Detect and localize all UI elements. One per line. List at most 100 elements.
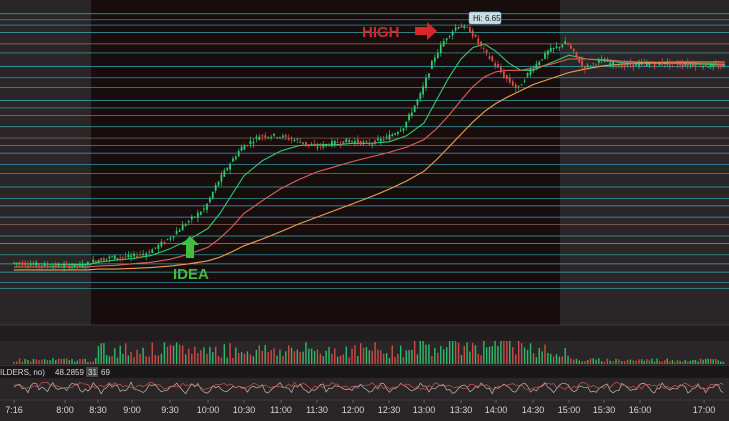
candle-body [567, 43, 569, 45]
candle-body [232, 158, 234, 162]
volume-bar [603, 361, 606, 364]
volume-bar [626, 359, 629, 364]
candle-body [640, 62, 643, 65]
volume-bar [595, 359, 597, 364]
volume-bar [172, 345, 175, 364]
candle-body [454, 27, 457, 31]
candle-body [190, 216, 193, 220]
volume-bar [681, 361, 684, 364]
candle-body [719, 64, 722, 68]
candle-body [692, 64, 694, 67]
volume-bar [313, 350, 316, 364]
volume-bar [229, 343, 231, 364]
x-axis: 7:16 8:00 8:30 9:00 9:30 10:00 10:30 11:00 11:30… [5, 400, 715, 415]
candle-body [555, 46, 558, 48]
volume-bar [71, 358, 73, 364]
candle-body [658, 63, 661, 66]
candle-body [428, 73, 430, 78]
volume-bar [526, 349, 529, 364]
candles [13, 23, 725, 272]
volume-bar [515, 354, 517, 364]
moving-average-overlays [14, 43, 726, 271]
volume-bar [348, 357, 350, 364]
candle-body [681, 62, 684, 66]
candle-body [305, 141, 307, 145]
candle-body [105, 258, 108, 260]
candle-body [43, 263, 46, 266]
candle-body [124, 256, 127, 258]
candle-body [86, 261, 89, 265]
volume-bar [643, 360, 645, 364]
volume-bar [342, 354, 345, 364]
high-annotation: HIGH [362, 22, 437, 41]
candle-body [402, 128, 405, 131]
candle-body [196, 212, 199, 218]
candle-body [57, 264, 60, 266]
volume-bar [84, 358, 86, 364]
candle-body [15, 262, 18, 264]
volume-bar [293, 351, 296, 364]
candle-body [267, 136, 270, 138]
candle-body [172, 236, 175, 238]
candle-body [273, 133, 275, 136]
volume-bar [43, 359, 46, 364]
volume-bar [443, 349, 445, 364]
candle-body [482, 47, 485, 49]
x-tick-label: 8:30 [89, 405, 107, 415]
candle-body [699, 65, 702, 67]
candle-body [154, 247, 157, 249]
volume-bar [715, 358, 717, 364]
candle-body [702, 65, 705, 68]
candle-body [686, 62, 689, 66]
volume-bar [197, 353, 199, 364]
candle-body [130, 255, 132, 258]
candle-body [299, 142, 302, 143]
horizontal-levels [0, 13, 729, 290]
volume-bar [651, 358, 653, 364]
candle-body [663, 64, 666, 66]
volume-bar [111, 356, 113, 364]
candle-body [433, 57, 436, 62]
volume-bar [212, 352, 214, 364]
candle-body [379, 138, 382, 142]
candle-body [38, 264, 40, 266]
volume-bar [503, 336, 505, 364]
volume-bar [676, 360, 679, 364]
volume-bar [95, 358, 97, 364]
candle-body [252, 142, 255, 144]
volume-bar [21, 361, 24, 364]
volume-bar [664, 360, 666, 364]
volume-bar [544, 344, 546, 364]
volume-bar [29, 361, 32, 364]
hi-value-label: Hi: 6.65 [473, 14, 501, 23]
volume-bar [550, 353, 552, 364]
volume-bar [255, 349, 258, 364]
volume-bar [629, 359, 632, 364]
volume-bar [679, 360, 681, 364]
candle-body [561, 44, 564, 48]
candle-body [322, 143, 325, 148]
volume-bar [38, 360, 40, 364]
candle-body [457, 26, 460, 29]
volume-bar [97, 346, 100, 364]
volume-bar [704, 358, 707, 364]
x-tick-label: 14:00 [485, 405, 508, 415]
volume-bar [598, 358, 600, 364]
candle-body [200, 211, 202, 215]
volume-bar [100, 343, 102, 364]
candle-body [175, 231, 178, 235]
volume-bar [707, 358, 709, 364]
candle-body [330, 141, 333, 147]
candle-body [133, 253, 135, 257]
volume-bar [689, 360, 692, 364]
candle-body [448, 36, 451, 37]
volume-bar [558, 356, 561, 364]
candle-body [209, 197, 211, 203]
volume-bar [142, 347, 144, 364]
candle-body [497, 63, 499, 68]
candle-body [79, 263, 81, 266]
candle-body [575, 51, 578, 57]
volume-bar [73, 361, 76, 364]
idea-label: IDEA [173, 266, 209, 283]
